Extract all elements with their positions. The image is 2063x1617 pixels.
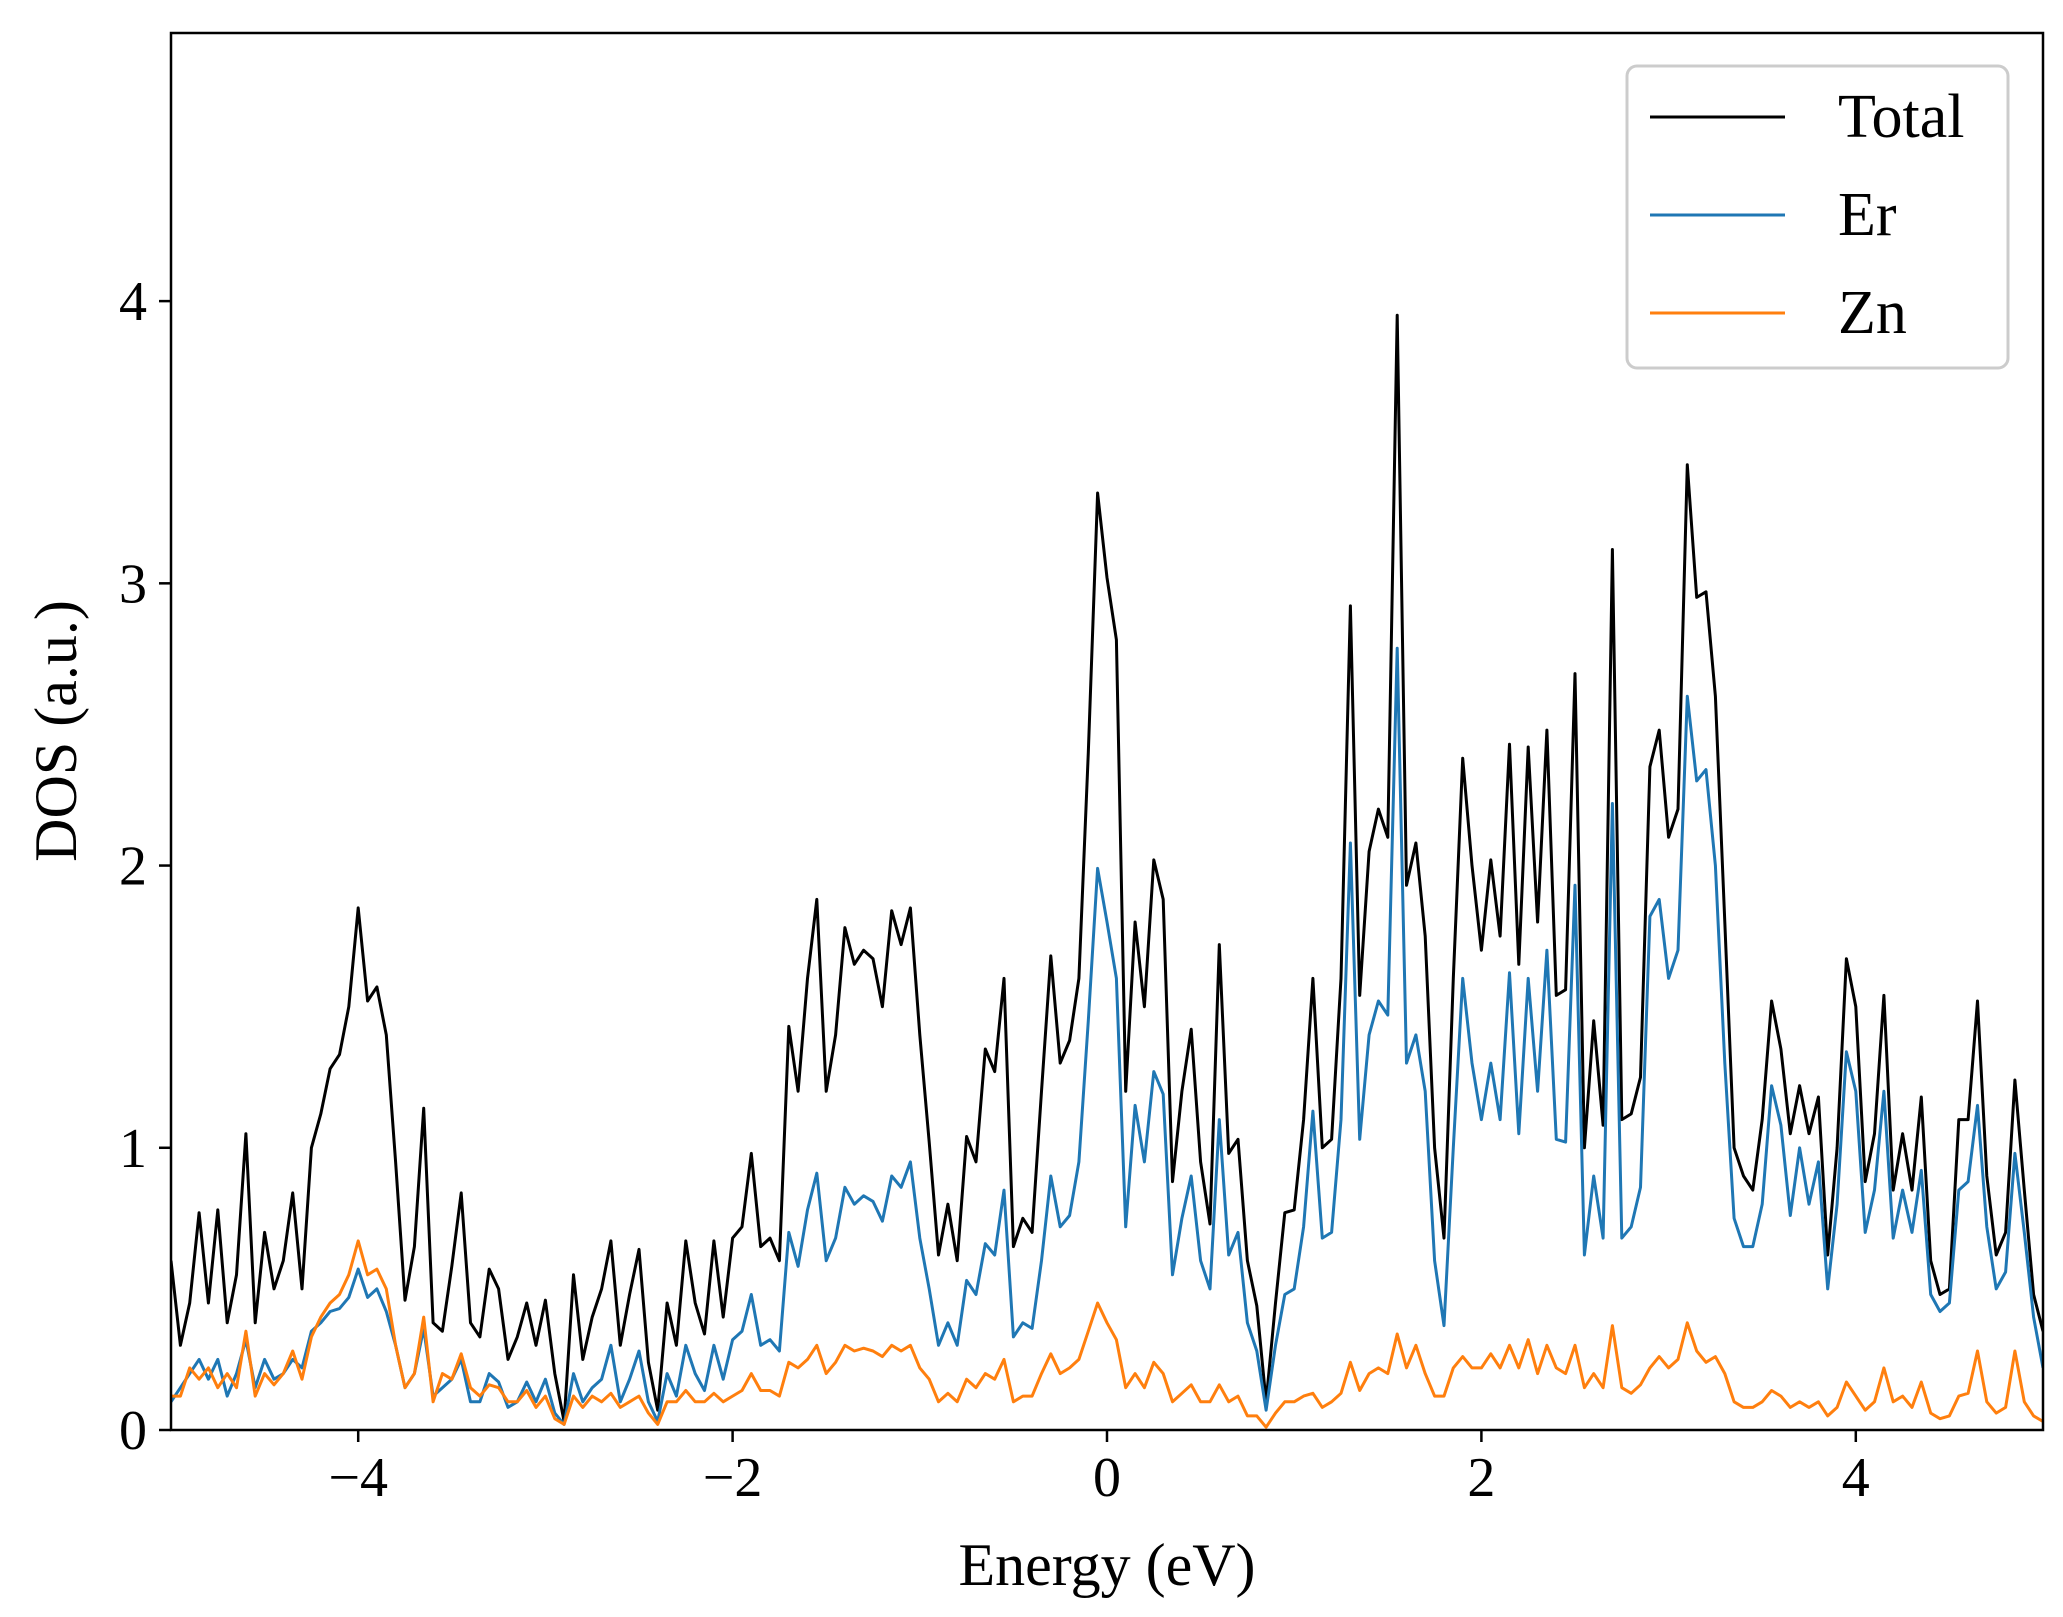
legend-label-total: Total: [1838, 83, 1965, 151]
x-tick-label: −4: [328, 1447, 388, 1509]
y-tick-label: 0: [119, 1400, 147, 1462]
legend-label-zn: Zn: [1838, 279, 1907, 347]
x-tick-label: 2: [1467, 1447, 1495, 1509]
y-tick-label: 4: [119, 271, 147, 333]
legend: Total Er Zn: [1625, 64, 2010, 370]
x-axis-label: Energy (eV): [958, 1532, 1255, 1598]
series-layer: [171, 313, 2043, 1429]
y-tick-label: 2: [119, 836, 147, 898]
y-tick-label: 3: [119, 553, 147, 615]
x-axis-ticks: −4 −2 0 2 4: [328, 1430, 1870, 1509]
x-tick-label: −2: [703, 1447, 763, 1509]
series-line-total: [171, 313, 2043, 1423]
legend-label-er: Er: [1838, 181, 1897, 249]
legend-box: [1625, 64, 2010, 370]
x-tick-label: 4: [1842, 1447, 1870, 1509]
series-line-zn: [171, 1239, 2043, 1429]
y-axis-ticks: 0 1 2 3 4: [119, 271, 171, 1462]
y-tick-label: 1: [119, 1118, 147, 1180]
y-axis-label: DOS (a.u.): [23, 600, 89, 862]
x-tick-label: 0: [1093, 1447, 1121, 1509]
